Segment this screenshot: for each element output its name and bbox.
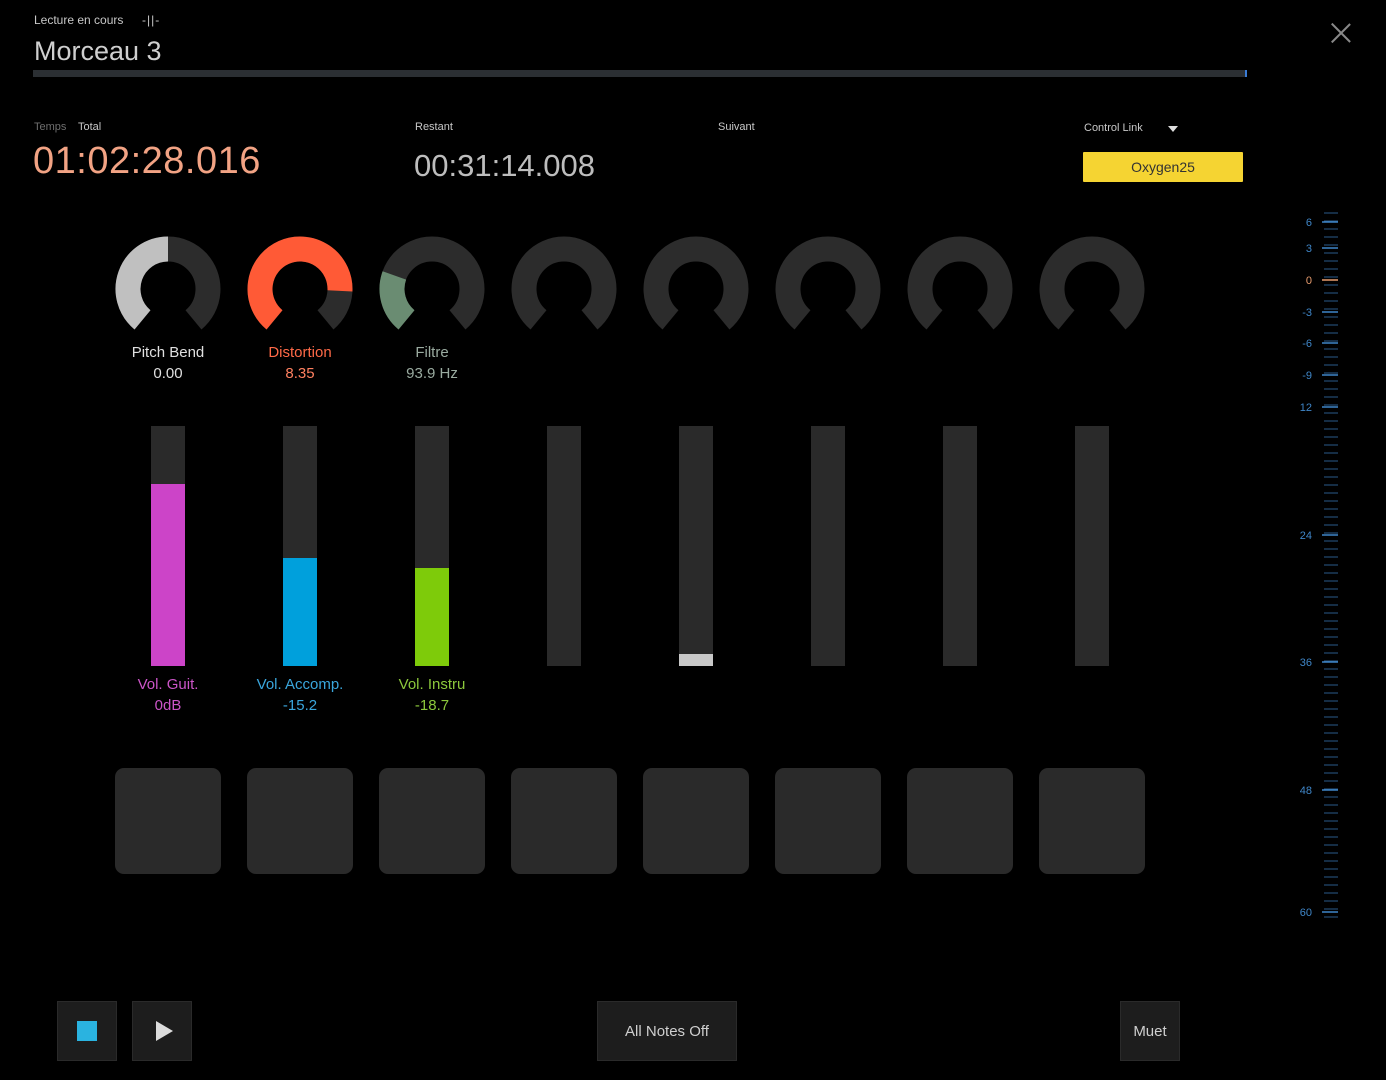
play-button[interactable] — [132, 1001, 192, 1061]
knob-value: 93.9 Hz — [406, 365, 458, 382]
fader-6[interactable] — [811, 426, 845, 666]
stop-button[interactable] — [57, 1001, 117, 1061]
knob-value: 0.00 — [153, 365, 183, 382]
fader-7[interactable] — [943, 426, 977, 666]
stop-icon — [77, 1021, 97, 1041]
knob-6[interactable] — [773, 234, 883, 344]
knob-track — [775, 236, 881, 330]
knob-8[interactable] — [1037, 234, 1147, 344]
knob-fill — [247, 236, 353, 330]
meter-label: 36 — [1300, 657, 1312, 669]
progress-fill — [1245, 70, 1247, 77]
knob-2[interactable] — [245, 234, 355, 344]
control-link-label[interactable]: Control Link — [1084, 122, 1143, 134]
meter-label: 0 — [1306, 275, 1312, 287]
chevron-down-icon[interactable] — [1168, 126, 1178, 132]
remaining-time: 00:31:14.008 — [414, 148, 596, 183]
fader-fill — [283, 558, 317, 666]
meter-label: 6 — [1306, 217, 1312, 229]
fader-value: 0dB — [154, 697, 182, 714]
pad-2[interactable] — [247, 768, 353, 874]
knob-3[interactable] — [377, 234, 487, 344]
close-icon[interactable] — [1330, 22, 1352, 44]
knob-track — [907, 236, 1013, 330]
pad-7[interactable] — [907, 768, 1013, 874]
mute-button[interactable]: Muet — [1120, 1001, 1180, 1061]
knob-track — [1039, 236, 1145, 330]
fader-value: -15.2 — [282, 697, 318, 714]
knob-fill — [379, 271, 416, 330]
fader-value: -18.7 — [414, 697, 450, 714]
fader-5[interactable] — [679, 426, 713, 666]
play-icon — [155, 1021, 173, 1041]
meter-label: -9 — [1302, 370, 1312, 382]
pad-4[interactable] — [511, 768, 617, 874]
fader-fill — [679, 654, 713, 666]
knob-label: Pitch Bend — [131, 344, 205, 361]
pad-1[interactable] — [115, 768, 221, 874]
control-link-device-button[interactable]: Oxygen25 — [1083, 152, 1243, 182]
song-title: Morceau 3 — [34, 36, 162, 66]
fader-2[interactable] — [283, 426, 317, 666]
next-label: Suivant — [718, 121, 755, 133]
knob-value: 8.35 — [285, 365, 315, 382]
meter-label: 48 — [1300, 785, 1312, 797]
progress-bar[interactable] — [33, 70, 1247, 77]
meter-label: 24 — [1300, 530, 1312, 542]
level-meter: 6 3 0 -3 -6 -9 12 24 36 48 60 — [1300, 212, 1338, 919]
pad-6[interactable] — [775, 768, 881, 874]
pad-3[interactable] — [379, 768, 485, 874]
time-label: Temps — [34, 121, 67, 133]
knob-fill — [115, 236, 169, 330]
total-label[interactable]: Total — [78, 121, 102, 133]
total-time: 01:02:28.016 — [33, 140, 261, 182]
knob-1[interactable] — [113, 234, 223, 344]
meter-label: -6 — [1302, 338, 1312, 350]
fader-8[interactable] — [1075, 426, 1109, 666]
remaining-label: Restant — [415, 121, 453, 133]
pad-5[interactable] — [643, 768, 749, 874]
knob-7[interactable] — [905, 234, 1015, 344]
meter-label: 3 — [1306, 243, 1312, 255]
fader-fill — [415, 568, 449, 666]
knob-4[interactable] — [509, 234, 619, 344]
now-playing-label: Lecture en cours — [34, 13, 124, 27]
knob-5[interactable] — [641, 234, 751, 344]
fader-4[interactable] — [547, 426, 581, 666]
fader-label: Vol. Instru — [398, 676, 466, 693]
all-notes-off-button[interactable]: All Notes Off — [597, 1001, 737, 1061]
knob-track — [643, 236, 749, 330]
fader-1[interactable] — [151, 426, 185, 666]
knob-track — [511, 236, 617, 330]
knob-label: Filtre — [415, 344, 449, 361]
meter-label: 60 — [1300, 907, 1312, 919]
fader-fill — [151, 484, 185, 666]
meter-label: 12 — [1300, 402, 1312, 414]
fader-3[interactable] — [415, 426, 449, 666]
fader-label: Vol. Guit. — [137, 676, 199, 693]
pad-8[interactable] — [1039, 768, 1145, 874]
knob-label: Distortion — [268, 344, 332, 361]
fader-label: Vol. Accomp. — [256, 676, 344, 693]
marker-icon: -||- — [142, 13, 161, 27]
meter-label: -3 — [1302, 307, 1312, 319]
